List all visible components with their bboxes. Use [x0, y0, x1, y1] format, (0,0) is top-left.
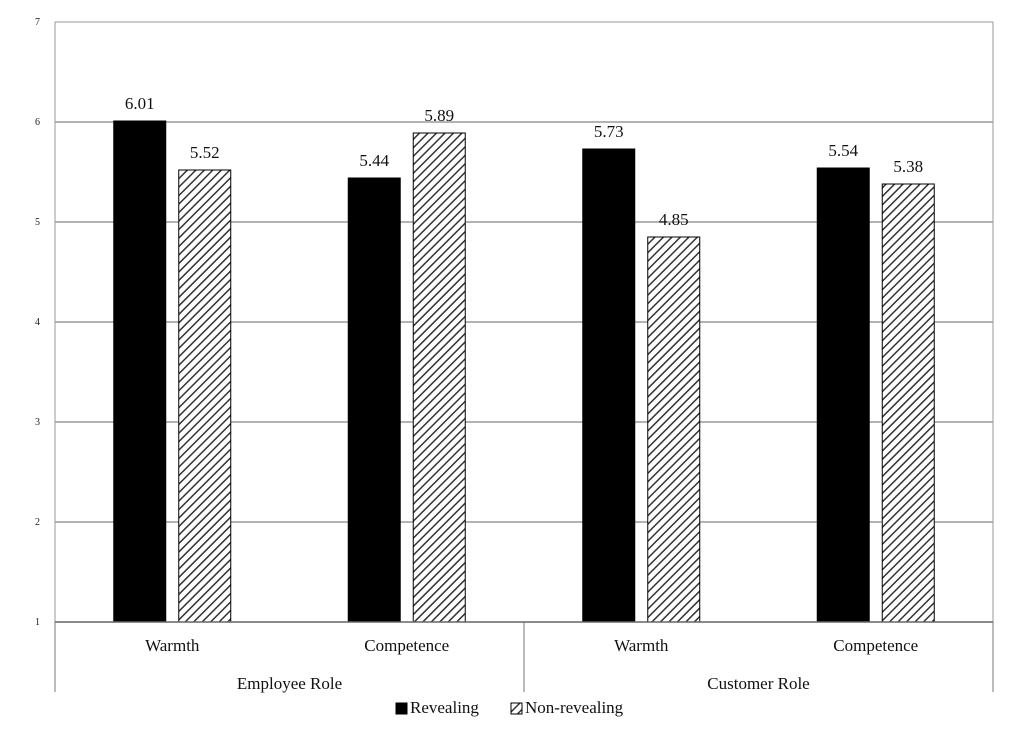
legend-label: Revealing — [410, 698, 479, 717]
legend-swatch — [395, 702, 408, 715]
y-tick-label: 2 — [35, 517, 40, 528]
x-category-label: Competence — [364, 636, 449, 655]
y-tick-label: 7 — [35, 17, 40, 28]
legend: Revealing Non-revealing — [395, 698, 624, 717]
x-axis: Warmth Competence Warmth Competence Employee… — [54, 621, 994, 693]
y-axis-ticks: 1 2 3 4 5 6 7 — [35, 17, 40, 628]
bar-non-revealing-0 — [178, 169, 232, 623]
bar-revealing-0 — [113, 120, 167, 623]
data-label: 5.73 — [594, 122, 624, 141]
data-label: 5.38 — [893, 157, 923, 176]
bar-revealing-2 — [582, 148, 636, 623]
data-label: 6.01 — [125, 94, 155, 113]
bars — [113, 120, 935, 623]
data-label: 5.44 — [359, 151, 389, 170]
group-label: Customer Role — [707, 674, 809, 693]
y-tick-label: 5 — [35, 217, 40, 228]
x-category-label: Competence — [833, 636, 918, 655]
bar-revealing-3 — [816, 167, 870, 623]
bar-non-revealing-2 — [647, 236, 701, 623]
y-tick-label: 3 — [35, 417, 40, 428]
y-tick-label: 4 — [35, 317, 40, 328]
y-tick-label: 6 — [35, 117, 40, 128]
data-label: 5.52 — [190, 143, 220, 162]
legend-label: Non-revealing — [525, 698, 624, 717]
data-label: 4.85 — [659, 210, 689, 229]
bar-non-revealing-3 — [881, 183, 935, 623]
legend-swatch — [510, 702, 523, 715]
data-label: 5.89 — [424, 106, 454, 125]
group-label: Employee Role — [237, 674, 342, 693]
y-tick-label: 1 — [35, 617, 40, 628]
bar-revealing-1 — [347, 177, 401, 623]
data-labels: 6.01 5.52 5.44 5.89 5.73 4.85 5.54 5.38 — [125, 94, 923, 229]
x-category-label: Warmth — [145, 636, 200, 655]
data-label: 5.54 — [828, 141, 858, 160]
bar-non-revealing-1 — [412, 132, 466, 623]
x-category-label: Warmth — [614, 636, 669, 655]
